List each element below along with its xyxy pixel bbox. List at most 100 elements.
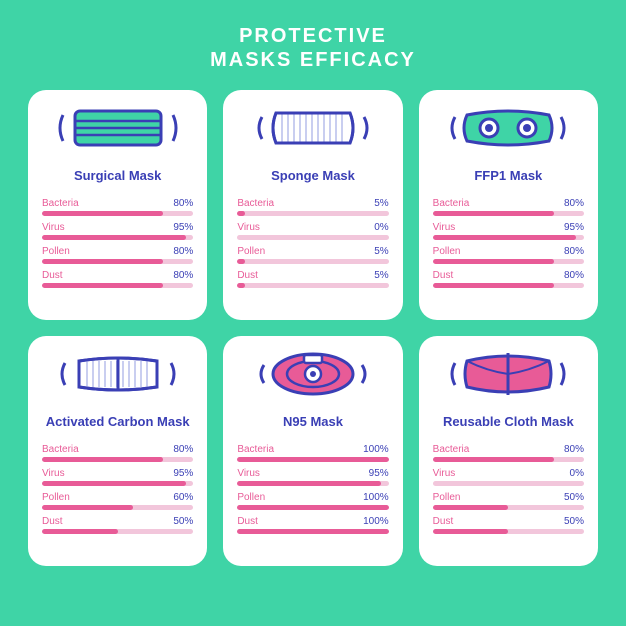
progress-bar-fill (42, 457, 163, 462)
metric-value: 5% (374, 270, 388, 281)
progress-bar (237, 235, 388, 240)
progress-bar (237, 481, 388, 486)
progress-bar (42, 529, 193, 534)
metric-value: 100% (363, 444, 389, 455)
metric-value: 60% (173, 492, 193, 503)
metric-value: 80% (564, 198, 584, 209)
sponge-mask-icon (237, 102, 388, 154)
metric-label: Virus (433, 468, 456, 479)
metric-row: Dust100% (237, 516, 388, 534)
progress-bar (42, 211, 193, 216)
metric-row: Bacteria80% (433, 444, 584, 462)
progress-bar-fill (433, 235, 577, 240)
surgical-mask-icon (42, 102, 193, 154)
progress-bar (237, 457, 388, 462)
mask-card: Sponge MaskBacteria5%Virus0%Pollen5%Dust… (223, 90, 402, 320)
metrics-list: Bacteria80% Virus95% Pollen 60% Dust50% (42, 444, 193, 534)
metrics-list: Bacteria 100% Virus95% Pollen 100% Dust100% (237, 444, 388, 534)
metric-row: Pollen 60% (42, 492, 193, 510)
progress-bar (237, 529, 388, 534)
metric-row: Pollen80% (433, 246, 584, 264)
progress-bar-fill (42, 505, 133, 510)
progress-bar (237, 283, 388, 288)
metric-value: 95% (173, 468, 193, 479)
progress-bar (433, 283, 584, 288)
progress-bar-fill (433, 505, 509, 510)
progress-bar-fill (237, 529, 388, 534)
mask-name: Sponge Mask (271, 160, 355, 190)
metric-row: Virus0% (433, 468, 584, 486)
progress-bar-fill (433, 283, 554, 288)
metric-row: Bacteria 80% (42, 198, 193, 216)
metric-value: 50% (564, 516, 584, 527)
progress-bar (433, 529, 584, 534)
progress-bar-fill (42, 481, 186, 486)
mask-name: Reusable Cloth Mask (443, 406, 574, 436)
metric-label: Bacteria (237, 444, 274, 455)
mask-name: Activated Carbon Mask (46, 406, 190, 436)
progress-bar-fill (237, 481, 381, 486)
metric-label: Pollen (433, 492, 461, 503)
metric-value: 95% (173, 222, 193, 233)
progress-bar (237, 505, 388, 510)
metric-value: 50% (564, 492, 584, 503)
metrics-list: Bacteria5%Virus0%Pollen5%Dust5% (237, 198, 388, 288)
progress-bar-fill (433, 457, 554, 462)
metric-row: Virus95% (42, 468, 193, 486)
metric-value: 80% (173, 270, 193, 281)
title-line-1: PROTECTIVE (28, 24, 598, 48)
metric-row: Virus95% (433, 222, 584, 240)
metric-label: Dust (237, 270, 258, 281)
metric-row: Dust 80% (42, 270, 193, 288)
metric-value: 80% (564, 270, 584, 281)
progress-bar-fill (42, 529, 118, 534)
mask-name: FFP1 Mask (474, 160, 542, 190)
progress-bar (433, 481, 584, 486)
metric-label: Pollen (433, 246, 461, 257)
metric-row: Dust 80% (433, 270, 584, 288)
metric-value: 80% (173, 246, 193, 257)
metric-label: Dust (433, 516, 454, 527)
metric-label: Pollen (237, 246, 265, 257)
metric-label: Dust (42, 270, 63, 281)
progress-bar-fill (237, 259, 245, 264)
metric-label: Pollen (237, 492, 265, 503)
metric-label: Dust (433, 270, 454, 281)
mask-card: Activated Carbon Mask Bacteria80% Virus95%… (28, 336, 207, 566)
metric-row: Pollen 50% (433, 492, 584, 510)
metrics-list: Bacteria 80% Virus95% Pollen80% Dust 80% (42, 198, 193, 288)
metric-row: Bacteria80% (433, 198, 584, 216)
progress-bar-fill (237, 457, 388, 462)
progress-bar (237, 211, 388, 216)
metric-row: Dust 50% (433, 516, 584, 534)
metric-row: Virus95% (237, 468, 388, 486)
mask-name: Surgical Mask (74, 160, 161, 190)
metric-row: Bacteria 100% (237, 444, 388, 462)
metric-value: 95% (564, 222, 584, 233)
progress-bar-fill (237, 505, 388, 510)
metric-row: Virus95% (42, 222, 193, 240)
metric-row: Pollen 5% (237, 246, 388, 264)
metric-value: 5% (374, 198, 388, 209)
progress-bar (42, 481, 193, 486)
progress-bar (433, 259, 584, 264)
progress-bar-fill (433, 259, 554, 264)
metric-label: Bacteria (42, 198, 79, 209)
progress-bar (433, 211, 584, 216)
metric-label: Bacteria (433, 444, 470, 455)
metric-label: Pollen (42, 492, 70, 503)
metric-value: 80% (173, 444, 193, 455)
metric-row: Pollen80% (42, 246, 193, 264)
progress-bar (42, 259, 193, 264)
mask-card: Surgical Mask Bacteria 80% Virus95% Pollen80… (28, 90, 207, 320)
metric-row: Bacteria 5% (237, 198, 388, 216)
metric-value: 5% (374, 246, 388, 257)
metric-value: 95% (369, 468, 389, 479)
progress-bar-fill (433, 211, 554, 216)
metric-row: Bacteria80% (42, 444, 193, 462)
infographic-canvas: PROTECTIVE MASKS EFFICACY Surgical Mask B… (0, 0, 626, 626)
metric-value: 80% (173, 198, 193, 209)
page-title: PROTECTIVE MASKS EFFICACY (28, 24, 598, 72)
metric-row: Dust50% (42, 516, 193, 534)
metric-label: Bacteria (237, 198, 274, 209)
